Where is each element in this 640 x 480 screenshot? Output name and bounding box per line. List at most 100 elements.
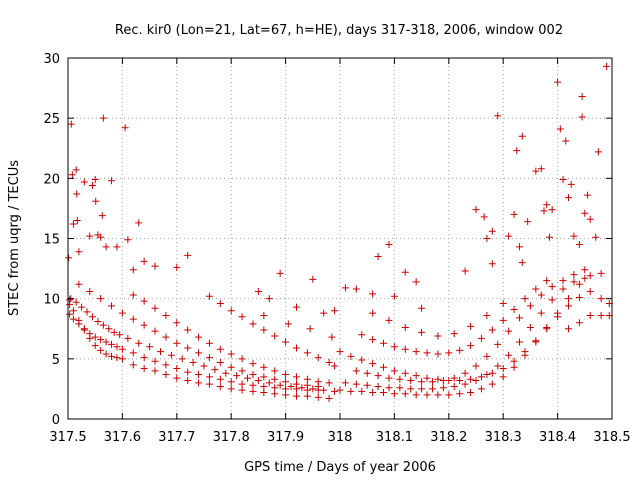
data-point [129, 315, 137, 323]
data-point [227, 385, 235, 393]
data-point [537, 165, 545, 173]
data-point [118, 355, 126, 363]
data-point [129, 266, 137, 274]
data-point [434, 375, 442, 383]
data-point [480, 213, 488, 221]
data-point [358, 356, 366, 364]
data-point [233, 372, 241, 380]
data-point [369, 290, 377, 298]
data-point [146, 343, 154, 351]
data-point [570, 232, 578, 240]
data-point [260, 312, 268, 320]
data-point [564, 325, 572, 333]
data-point [369, 336, 377, 344]
data-point [543, 277, 551, 285]
data-point [282, 338, 290, 346]
data-point [151, 357, 159, 365]
data-point [271, 375, 279, 383]
data-point [423, 391, 431, 399]
data-point [586, 272, 594, 280]
data-point [505, 327, 513, 335]
data-point [276, 381, 284, 389]
data-point [548, 296, 556, 304]
data-point [118, 345, 126, 353]
data-point [401, 324, 409, 332]
data-point [292, 344, 300, 352]
data-point [352, 380, 360, 388]
data-point [173, 364, 181, 372]
data-point [211, 366, 219, 374]
x-tick-label: 317.8 [213, 430, 250, 445]
data-point [124, 236, 132, 244]
data-point [178, 355, 186, 363]
data-point [428, 385, 436, 393]
data-point [88, 313, 96, 321]
data-point [80, 178, 88, 186]
data-point [434, 350, 442, 358]
data-point [380, 363, 388, 371]
data-point [510, 210, 518, 218]
data-point [584, 191, 592, 199]
data-point [336, 348, 344, 356]
data-point [505, 351, 513, 359]
data-point [380, 339, 388, 347]
data-point [162, 333, 170, 341]
x-tick-label: 318.5 [593, 430, 630, 445]
data-point [86, 287, 94, 295]
data-point [467, 389, 475, 397]
data-point [306, 325, 314, 333]
data-point [412, 372, 420, 380]
data-point [118, 309, 126, 317]
data-point [521, 351, 529, 359]
data-point [423, 374, 431, 382]
data-point [526, 302, 534, 310]
data-point [570, 278, 578, 286]
data-point [83, 308, 91, 316]
data-point [352, 367, 360, 375]
data-point [401, 369, 409, 377]
data-point [69, 315, 77, 323]
data-point [162, 370, 170, 378]
data-point [151, 327, 159, 335]
data-point [418, 328, 426, 336]
data-point [418, 385, 426, 393]
data-point [238, 313, 246, 321]
data-point [401, 345, 409, 353]
data-point [205, 292, 213, 300]
data-point [271, 390, 279, 398]
data-point [477, 385, 485, 393]
data-point [303, 349, 311, 357]
data-point [292, 392, 300, 400]
x-tick-label: 317.9 [267, 430, 304, 445]
data-point [309, 385, 317, 393]
data-point [260, 326, 268, 334]
data-point [292, 380, 300, 388]
data-point [320, 309, 328, 317]
data-point [173, 374, 181, 382]
data-point [363, 369, 371, 377]
data-point [516, 338, 524, 346]
data-point [75, 320, 83, 328]
data-point [86, 330, 94, 338]
data-point [184, 344, 192, 352]
data-point [276, 269, 284, 277]
data-point [205, 380, 213, 388]
data-point [434, 391, 442, 399]
data-point [564, 302, 572, 310]
data-point [99, 321, 107, 329]
data-point [390, 292, 398, 300]
data-point [418, 378, 426, 386]
data-point [254, 376, 262, 384]
y-tick-labels: 0 5 10 15 20 25 30 [43, 52, 60, 428]
data-point [472, 362, 480, 370]
data-point [140, 297, 148, 305]
data-point [385, 316, 393, 324]
data-point [554, 78, 562, 86]
data-point [99, 114, 107, 122]
data-point [249, 360, 257, 368]
x-tick-label: 318.4 [539, 430, 576, 445]
y-tick-label: 30 [43, 52, 60, 67]
data-point [195, 349, 203, 357]
data-point [578, 113, 586, 121]
